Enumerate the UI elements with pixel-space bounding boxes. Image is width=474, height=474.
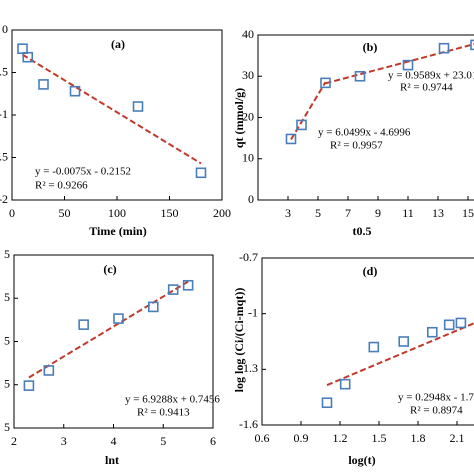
x-tick-label: 50	[59, 206, 71, 220]
data-point	[296, 119, 307, 131]
trendline	[325, 43, 474, 85]
annotation: y = -0.0075x - 0.2152	[35, 166, 131, 178]
data-point	[402, 59, 414, 71]
x-axis-label: Time (min)	[89, 224, 146, 238]
annotation: y = 6.9288x + 0.7456	[125, 394, 220, 406]
data-point	[113, 313, 124, 324]
y-tick-label: -1.6	[239, 417, 258, 431]
data-point	[23, 380, 35, 391]
panel-label: (c)	[103, 262, 116, 276]
data-point	[339, 378, 351, 390]
x-tick-label: 2.1	[450, 431, 465, 445]
trendline	[28, 280, 189, 379]
annotation: R² = 0.9266	[35, 180, 88, 192]
data-point	[148, 301, 159, 313]
data-point	[195, 167, 207, 179]
y-tick-label: 5	[4, 377, 10, 391]
annotation: R² = 0.9957	[330, 140, 383, 152]
x-tick-label: 150	[161, 206, 179, 220]
y-tick-label: -1	[248, 305, 258, 319]
y-tick-label: .5	[0, 64, 8, 78]
x-tick-label: 15	[462, 206, 474, 220]
y-tick-label: 30	[242, 68, 254, 82]
trendline	[21, 53, 202, 165]
y-tick-label: 5	[4, 333, 10, 347]
y-axis-label: qt (mmol/g)	[232, 88, 246, 148]
data-point	[43, 365, 55, 376]
x-tick-label: 3	[285, 206, 291, 220]
y-tick-label: 0	[2, 22, 8, 36]
x-tick-label: 0.6	[255, 431, 270, 445]
y-tick-label: 0	[248, 192, 254, 206]
panel-label: (d)	[363, 264, 378, 278]
x-axis-label: t0.5	[353, 224, 372, 238]
data-point	[354, 70, 366, 82]
annotation: R² = 0.9744	[400, 82, 453, 94]
data-point	[132, 101, 144, 112]
trendline	[326, 322, 474, 387]
data-point	[182, 279, 194, 291]
x-tick-label: 5	[160, 434, 166, 448]
x-tick-label: 2	[11, 434, 17, 448]
y-tick-label: -1.3	[239, 361, 258, 375]
annotation: y = 6.0499x - 4.6996	[318, 127, 411, 139]
x-tick-label: 4	[111, 434, 117, 448]
data-point	[69, 85, 81, 97]
x-tick-label: 7	[345, 206, 351, 220]
panel-label: (b)	[363, 40, 378, 54]
x-tick-label: 3	[61, 434, 67, 448]
y-tick-label: -0.7	[239, 250, 258, 264]
data-point	[426, 326, 438, 338]
x-axis-label: log(t)	[348, 453, 375, 467]
plot-frame	[257, 34, 474, 201]
data-point	[320, 77, 331, 89]
x-tick-label: 5	[315, 206, 321, 220]
annotation: R² = 0.9413	[137, 407, 190, 419]
y-tick-label: -2	[0, 192, 8, 206]
y-tick-label: 5	[4, 420, 10, 434]
x-tick-label: 0.9	[294, 431, 309, 445]
annotation: y = 0.2948x - 1.7097	[398, 392, 474, 404]
data-point	[167, 284, 179, 295]
data-point	[398, 336, 410, 347]
x-tick-label: 0	[9, 206, 15, 220]
x-tick-label: 1.5	[372, 431, 387, 445]
data-point	[22, 51, 34, 63]
x-tick-label: 100	[108, 206, 126, 220]
y-axis-label: log log (Ci/(Ci-mqt))	[232, 288, 246, 393]
data-point	[285, 133, 297, 145]
x-axis-label: lnt	[105, 453, 119, 467]
x-tick-label: 1.2	[333, 431, 348, 445]
x-tick-label: 11	[402, 206, 414, 220]
y-tick-label: 20	[242, 109, 254, 123]
y-tick-label: 5	[4, 290, 10, 304]
annotation: y = 0.9589x + 23.01	[388, 70, 474, 82]
data-point	[443, 319, 455, 331]
data-point	[38, 79, 49, 90]
data-point	[17, 43, 28, 55]
y-tick-label: 40	[242, 27, 254, 41]
data-point	[438, 42, 450, 54]
x-tick-label: 200	[213, 206, 231, 220]
y-tick-label: .5	[0, 149, 8, 163]
y-tick-label: 10	[242, 151, 254, 165]
x-tick-label: 6	[210, 434, 216, 448]
data-point	[455, 317, 467, 329]
annotation: R² = 0.8974	[410, 405, 463, 417]
x-tick-label: 9	[375, 206, 381, 220]
panel-label: (a)	[111, 37, 125, 51]
data-point	[470, 39, 474, 51]
y-tick-label: 5	[4, 247, 10, 261]
x-tick-label: 13	[432, 206, 444, 220]
data-point	[321, 397, 333, 409]
data-point	[78, 319, 89, 330]
y-tick-label: -1	[0, 107, 8, 121]
x-tick-label: 1.8	[411, 431, 426, 445]
data-point	[368, 341, 380, 353]
